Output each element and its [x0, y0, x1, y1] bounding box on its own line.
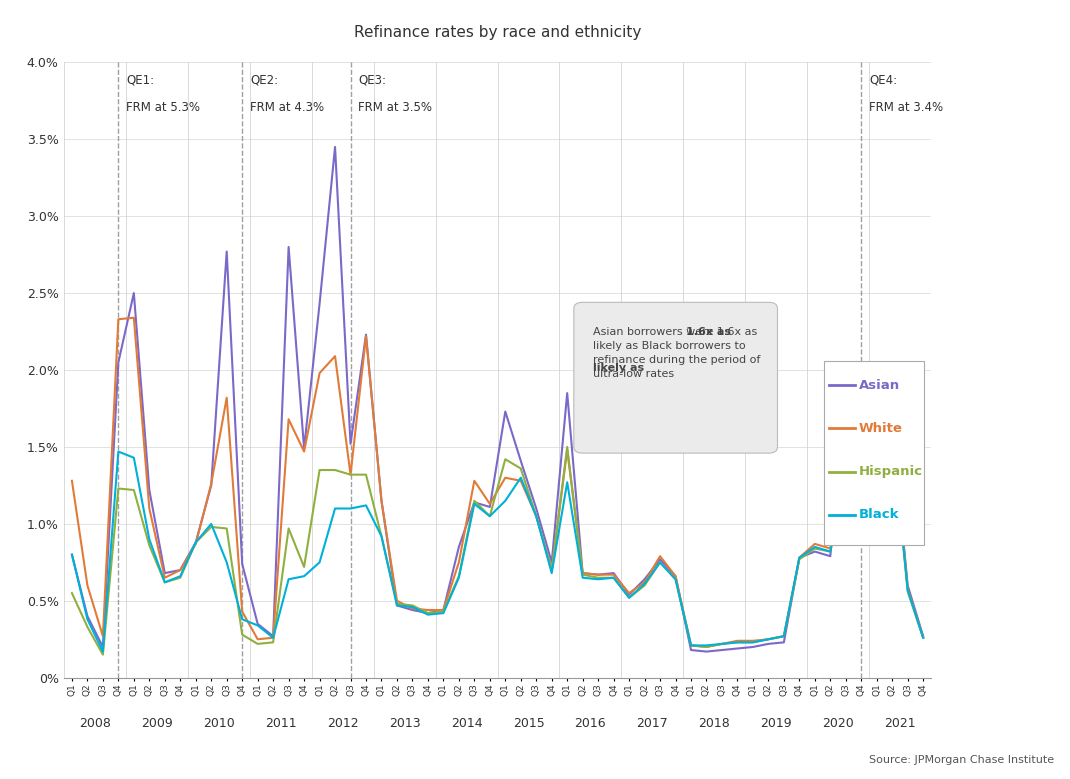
Text: 2019: 2019 [761, 717, 792, 730]
Text: 2014: 2014 [450, 717, 483, 730]
White [607, 570, 620, 580]
Text: QE1:: QE1: [126, 73, 154, 86]
Hispanic [638, 581, 651, 590]
Asian [638, 575, 651, 584]
Asian [700, 647, 713, 656]
Text: 2016: 2016 [575, 717, 607, 730]
White [561, 446, 574, 455]
Black [731, 638, 744, 647]
White [81, 581, 94, 590]
Asian [607, 569, 620, 578]
Asian [81, 612, 94, 621]
Text: 2011: 2011 [265, 717, 296, 730]
Black [65, 550, 78, 559]
Title: Refinance rates by race and ethnicity: Refinance rates by race and ethnicity [354, 26, 641, 41]
Asian [391, 601, 403, 610]
Asian [561, 389, 574, 398]
Hispanic [917, 633, 930, 643]
Text: Hispanic: Hispanic [859, 465, 923, 478]
Line: Black: Black [72, 432, 923, 651]
Text: 2018: 2018 [699, 717, 730, 730]
Black [886, 427, 899, 436]
Text: 2010: 2010 [203, 717, 234, 730]
Text: 1.6x as: 1.6x as [686, 327, 731, 337]
White [127, 313, 140, 323]
Text: 2020: 2020 [822, 717, 854, 730]
Text: 2017: 2017 [637, 717, 668, 730]
Black [561, 478, 574, 487]
Asian [747, 642, 760, 651]
Hispanic [65, 588, 78, 597]
Text: Black: Black [859, 508, 900, 521]
Text: FRM at 5.3%: FRM at 5.3% [126, 100, 200, 114]
Black [638, 580, 651, 589]
Text: QE2:: QE2: [250, 73, 278, 86]
Text: likely as: likely as [593, 363, 644, 372]
Asian [65, 550, 78, 559]
White [65, 476, 78, 485]
Text: QE4:: QE4: [869, 73, 897, 86]
Text: 2012: 2012 [327, 717, 358, 730]
Text: White: White [859, 422, 903, 435]
Black [391, 601, 403, 610]
Text: 2015: 2015 [513, 717, 545, 730]
Text: 2009: 2009 [141, 717, 173, 730]
Text: FRM at 3.5%: FRM at 3.5% [358, 100, 432, 114]
Asian [328, 143, 341, 152]
White [917, 633, 930, 643]
Text: Source: JPMorgan Chase Institute: Source: JPMorgan Chase Institute [869, 755, 1054, 765]
White [747, 636, 760, 646]
Hispanic [96, 650, 109, 659]
Hispanic [886, 427, 899, 436]
White [638, 578, 651, 587]
Text: 2021: 2021 [884, 717, 916, 730]
White [391, 596, 403, 605]
Black [917, 633, 930, 643]
Line: Hispanic: Hispanic [72, 432, 923, 654]
Hispanic [731, 638, 744, 647]
Hispanic [391, 599, 403, 608]
Text: FRM at 4.3%: FRM at 4.3% [250, 100, 324, 114]
Black [96, 647, 109, 656]
FancyBboxPatch shape [574, 302, 778, 453]
Text: 2008: 2008 [79, 717, 111, 730]
Black [607, 573, 620, 583]
FancyBboxPatch shape [824, 361, 924, 545]
Text: Asian: Asian [859, 379, 900, 392]
Hispanic [81, 622, 94, 632]
Hispanic [561, 442, 574, 452]
Text: Asian borrowers were 1.6x as
likely as Black borrowers to
refinance during the p: Asian borrowers were 1.6x as likely as B… [593, 327, 761, 379]
Black [81, 615, 94, 624]
Asian [917, 632, 930, 641]
Hispanic [607, 573, 620, 583]
Line: White: White [72, 318, 923, 647]
White [700, 642, 713, 651]
Text: FRM at 3.4%: FRM at 3.4% [869, 100, 943, 114]
Text: 2013: 2013 [388, 717, 421, 730]
Line: Asian: Asian [72, 147, 923, 651]
Text: QE3:: QE3: [358, 73, 386, 86]
